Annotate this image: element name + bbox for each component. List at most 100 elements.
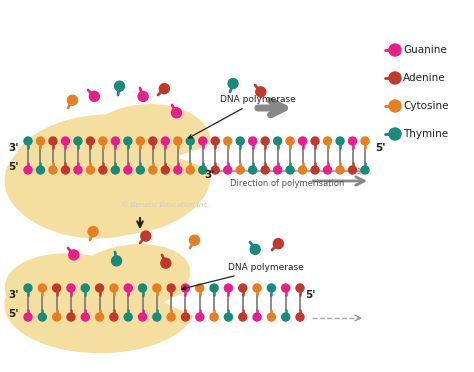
Circle shape (62, 166, 70, 174)
Circle shape (199, 137, 207, 145)
Circle shape (239, 313, 247, 321)
Circle shape (96, 313, 104, 321)
Circle shape (182, 284, 190, 292)
Circle shape (224, 166, 232, 174)
Text: 3': 3' (8, 143, 18, 153)
Circle shape (282, 313, 290, 321)
Circle shape (49, 137, 57, 145)
Wedge shape (178, 137, 238, 177)
Circle shape (74, 166, 82, 174)
Circle shape (348, 137, 356, 145)
Circle shape (99, 166, 107, 174)
Text: Cytosine: Cytosine (403, 101, 448, 111)
Circle shape (286, 166, 294, 174)
Circle shape (273, 166, 282, 174)
Circle shape (253, 313, 261, 321)
Circle shape (224, 313, 232, 321)
Circle shape (137, 137, 145, 145)
Circle shape (296, 313, 304, 321)
Circle shape (336, 166, 344, 174)
Circle shape (149, 137, 157, 145)
Circle shape (67, 95, 78, 105)
Circle shape (124, 137, 132, 145)
Circle shape (62, 137, 70, 145)
Circle shape (282, 284, 290, 292)
Ellipse shape (5, 132, 175, 238)
Circle shape (124, 284, 132, 292)
Circle shape (253, 284, 261, 292)
Circle shape (250, 244, 260, 254)
Circle shape (161, 137, 169, 145)
Circle shape (167, 313, 175, 321)
Text: Thymine: Thymine (403, 129, 448, 139)
Circle shape (267, 284, 275, 292)
Circle shape (389, 44, 401, 56)
Text: 3': 3' (205, 170, 215, 180)
Circle shape (174, 137, 182, 145)
Circle shape (138, 284, 146, 292)
Circle shape (69, 250, 79, 260)
Circle shape (137, 166, 145, 174)
Circle shape (286, 137, 294, 145)
Circle shape (389, 128, 401, 140)
Circle shape (161, 166, 169, 174)
Circle shape (211, 137, 219, 145)
Circle shape (196, 284, 204, 292)
Text: DNA polymerase: DNA polymerase (182, 263, 304, 290)
Text: © Genetic Education Inc.: © Genetic Education Inc. (121, 202, 209, 208)
Circle shape (153, 313, 161, 321)
Circle shape (124, 313, 132, 321)
Text: Direction of polymerisation: Direction of polymerisation (230, 179, 345, 187)
Circle shape (199, 166, 207, 174)
Circle shape (86, 166, 94, 174)
Circle shape (324, 137, 331, 145)
Ellipse shape (71, 245, 190, 311)
Circle shape (67, 313, 75, 321)
Circle shape (96, 284, 104, 292)
Circle shape (24, 166, 32, 174)
Circle shape (49, 166, 57, 174)
Circle shape (141, 231, 151, 241)
Circle shape (249, 137, 256, 145)
Circle shape (190, 235, 200, 245)
Circle shape (81, 284, 89, 292)
Circle shape (311, 166, 319, 174)
Text: 5': 5' (305, 290, 316, 300)
Circle shape (99, 137, 107, 145)
Circle shape (224, 137, 232, 145)
Circle shape (228, 78, 238, 89)
Circle shape (159, 84, 169, 94)
Circle shape (53, 313, 61, 321)
Circle shape (90, 92, 100, 101)
Ellipse shape (80, 105, 210, 185)
Circle shape (249, 166, 256, 174)
Ellipse shape (6, 254, 155, 336)
Circle shape (182, 313, 190, 321)
Circle shape (53, 284, 61, 292)
Circle shape (172, 108, 182, 118)
Circle shape (74, 137, 82, 145)
Text: 5': 5' (8, 309, 18, 319)
Circle shape (110, 284, 118, 292)
Circle shape (196, 313, 204, 321)
Circle shape (311, 137, 319, 145)
Circle shape (239, 284, 247, 292)
Circle shape (124, 166, 132, 174)
Text: 5': 5' (8, 162, 18, 172)
Circle shape (38, 284, 46, 292)
Circle shape (67, 284, 75, 292)
Circle shape (36, 166, 45, 174)
Circle shape (86, 137, 94, 145)
Circle shape (224, 284, 232, 292)
Circle shape (211, 166, 219, 174)
Ellipse shape (10, 115, 210, 235)
Text: 5': 5' (375, 143, 385, 153)
Circle shape (88, 227, 98, 237)
Circle shape (210, 284, 218, 292)
Circle shape (261, 166, 269, 174)
Circle shape (296, 284, 304, 292)
Circle shape (153, 284, 161, 292)
Circle shape (273, 137, 282, 145)
Circle shape (361, 166, 369, 174)
Text: Guanine: Guanine (403, 45, 447, 55)
